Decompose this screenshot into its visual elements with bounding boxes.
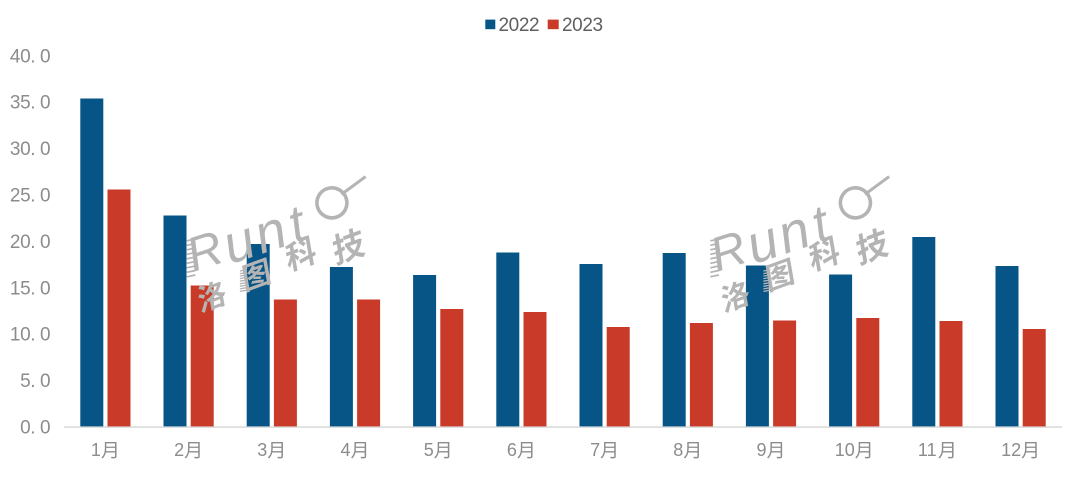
svg-text:9: 9 <box>757 440 767 460</box>
svg-text:30. 0: 30. 0 <box>10 139 50 160</box>
svg-text:8: 8 <box>673 440 683 460</box>
svg-text:7: 7 <box>590 440 600 460</box>
svg-text:20. 0: 20. 0 <box>10 232 50 253</box>
svg-text:2: 2 <box>174 440 184 460</box>
svg-text:40. 0: 40. 0 <box>10 46 50 67</box>
svg-text:15. 0: 15. 0 <box>10 278 50 299</box>
svg-text:10. 0: 10. 0 <box>10 325 50 346</box>
svg-text:5: 5 <box>424 440 434 460</box>
svg-text:6: 6 <box>507 440 517 460</box>
svg-text:4: 4 <box>341 440 351 460</box>
svg-text:25. 0: 25. 0 <box>10 186 50 207</box>
svg-text:12: 12 <box>1001 440 1021 460</box>
svg-text:35. 0: 35. 0 <box>10 93 50 114</box>
svg-text:3: 3 <box>257 440 267 460</box>
svg-text:2022: 2022 <box>499 15 540 36</box>
svg-text:0. 0: 0. 0 <box>20 418 50 439</box>
svg-text:10: 10 <box>835 440 855 460</box>
svg-text:1: 1 <box>91 440 101 460</box>
svg-text:5. 0: 5. 0 <box>20 371 50 392</box>
svg-text:2023: 2023 <box>562 15 603 36</box>
svg-text:11: 11 <box>918 440 937 460</box>
